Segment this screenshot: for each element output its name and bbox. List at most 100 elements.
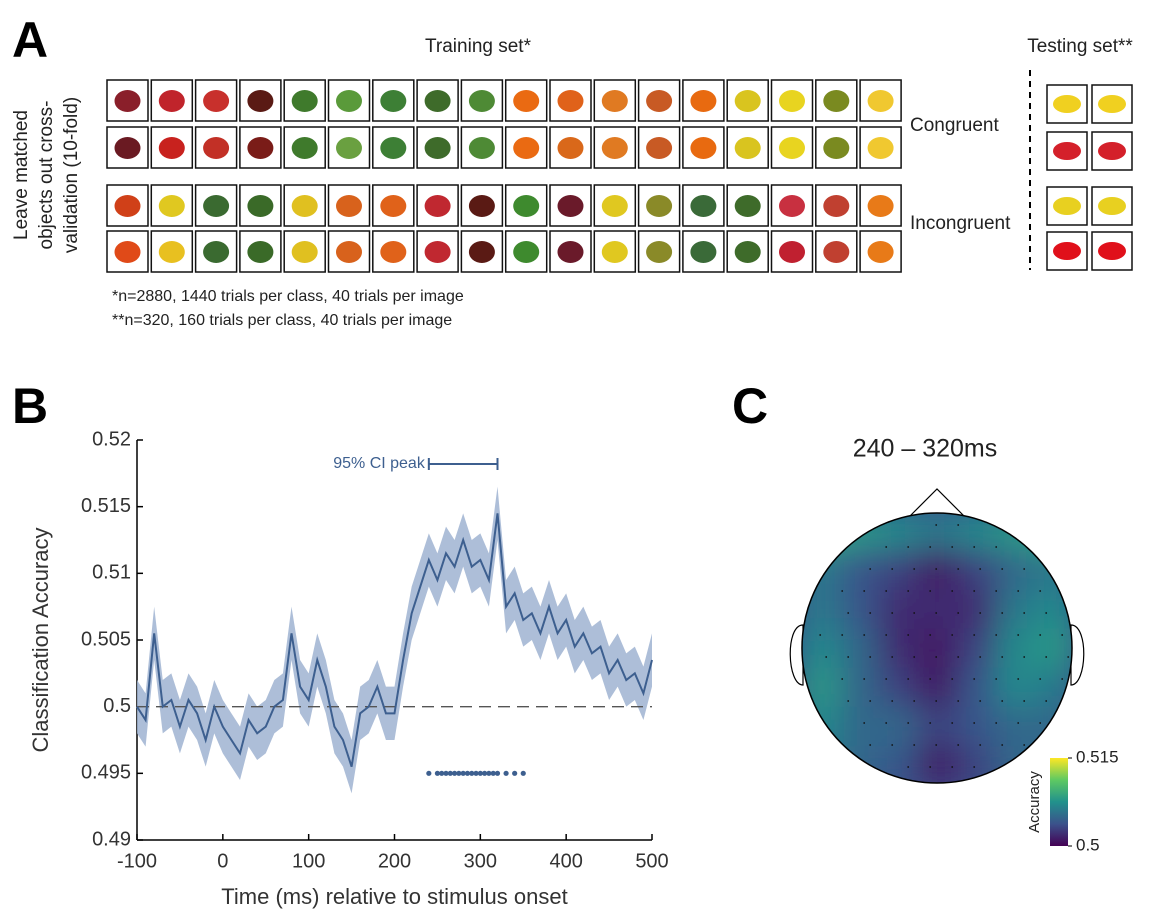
ci-peak-label: 95% CI peak [333, 455, 426, 472]
sensor [1023, 612, 1026, 614]
topomap-cell [995, 706, 1036, 747]
sensor [957, 612, 960, 614]
topomap-cell [839, 667, 880, 708]
image-object [1098, 142, 1126, 160]
sensor [847, 700, 850, 702]
sensor [957, 700, 960, 702]
sensor [1001, 656, 1004, 658]
significance-dot [477, 770, 483, 776]
x-tick-label: 0 [217, 850, 228, 872]
sensor [951, 546, 954, 548]
sensor [929, 590, 932, 592]
topomap-cell [917, 706, 958, 747]
image-object [1098, 197, 1126, 215]
image-object [823, 90, 850, 112]
sensor [957, 524, 960, 526]
image-object [779, 241, 805, 263]
sensor [891, 612, 894, 614]
significance-dot [503, 770, 509, 776]
significance-dot [456, 770, 462, 776]
image-object [690, 137, 717, 159]
image-object [468, 241, 495, 263]
image-object [513, 195, 540, 217]
sensor [891, 656, 894, 658]
image-object [247, 241, 274, 263]
sensor [935, 568, 938, 570]
sensor [869, 700, 872, 702]
image-tile [770, 79, 814, 122]
topomap-cell [917, 628, 958, 669]
sensor [1017, 634, 1020, 636]
sensor [847, 612, 850, 614]
topomap-cell [917, 513, 958, 552]
topomap-cell [802, 667, 841, 708]
topomap-cell [802, 706, 841, 747]
topomap-cell [839, 706, 880, 747]
image-object [867, 137, 894, 159]
image-object [336, 90, 362, 112]
image-tile [239, 230, 282, 273]
sensor [907, 678, 910, 680]
topomap-cell [839, 745, 880, 783]
sensor [1001, 744, 1004, 746]
image-object [1098, 95, 1126, 113]
footnote: *n=2880, 1440 trials per class, 40 trial… [112, 288, 464, 305]
sensor [995, 722, 998, 724]
sensor [951, 722, 954, 724]
sensor [1023, 656, 1026, 658]
significance-dot [439, 770, 445, 776]
image-object [690, 195, 717, 217]
sensor [957, 744, 960, 746]
image-tile [770, 126, 814, 169]
significance-dot [451, 770, 458, 776]
sensor [935, 612, 938, 614]
image-object [601, 195, 628, 217]
image-tile [239, 184, 282, 227]
x-tick-label: 100 [292, 850, 325, 872]
sensor [907, 766, 910, 768]
sensor [995, 546, 998, 548]
sensor [979, 744, 982, 746]
image-object [247, 195, 274, 217]
nose [908, 488, 966, 517]
topomap-cell [917, 589, 958, 630]
significance-dot [469, 770, 475, 776]
image-tile [416, 184, 459, 227]
topomap-cell [878, 706, 919, 747]
significance-dot [473, 770, 479, 776]
colorbar [1050, 758, 1068, 846]
significance-dot [482, 770, 488, 776]
sensor [951, 590, 954, 592]
y-label-line: validation (10-fold) [61, 97, 82, 253]
y-tick-label: 0.515 [81, 495, 131, 517]
image-object [1053, 95, 1081, 113]
sensor [847, 656, 850, 658]
sensor [841, 590, 844, 592]
sensor [907, 546, 910, 548]
image-object [557, 90, 584, 112]
y-tick-label: 0.52 [92, 428, 131, 450]
image-tile [815, 230, 858, 273]
sensor [957, 656, 960, 658]
sensor [1017, 590, 1020, 592]
sensor [1067, 656, 1070, 658]
significance-dot [520, 770, 526, 776]
image-object [158, 241, 185, 263]
image-object [734, 90, 761, 112]
sensor [1001, 700, 1004, 702]
sensor [935, 524, 938, 526]
sensors [819, 524, 1070, 768]
x-tick-label: 500 [635, 850, 668, 872]
panel-label: A [12, 12, 48, 68]
sensor [1001, 568, 1004, 570]
sensor [1023, 568, 1026, 570]
image-object [424, 137, 451, 159]
image-object [646, 241, 673, 263]
image-object [601, 137, 628, 159]
sensor [863, 590, 866, 592]
sensor [1023, 744, 1026, 746]
image-tile [504, 79, 548, 122]
sensor [1039, 722, 1042, 724]
y-tick-label: 0.51 [92, 562, 131, 584]
